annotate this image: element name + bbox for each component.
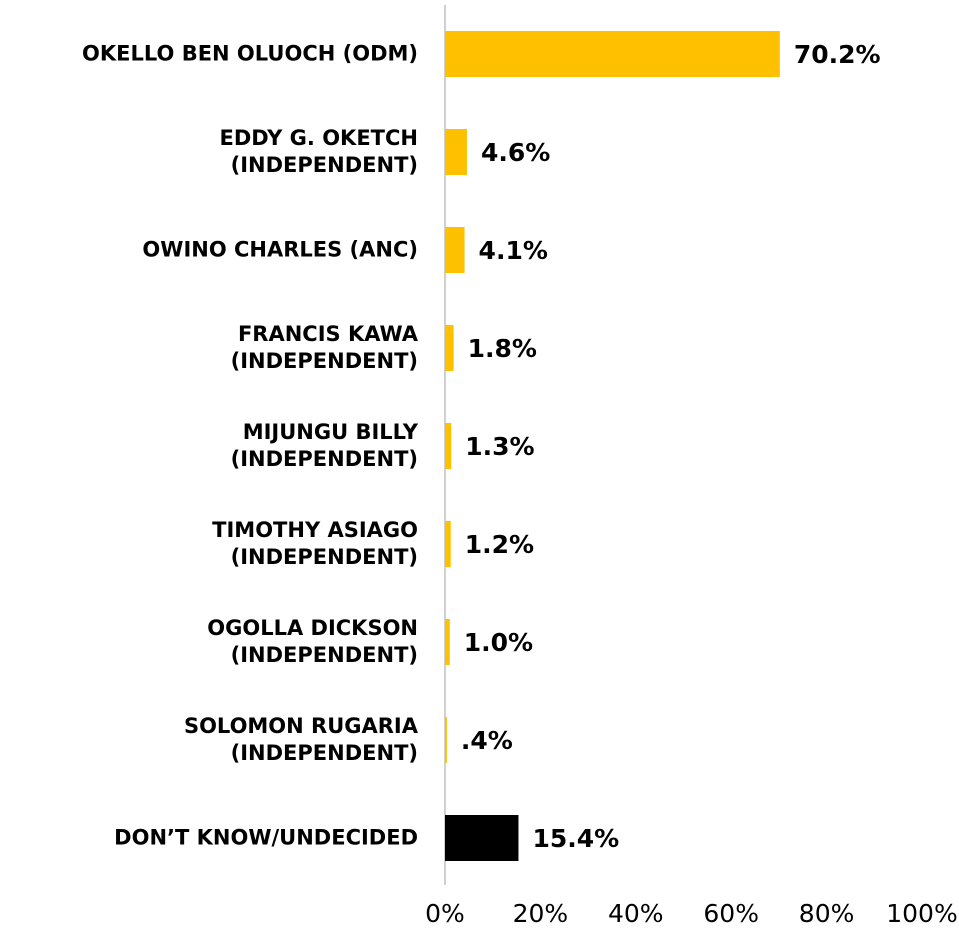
- bar: [445, 129, 467, 175]
- category-label: SOLOMON RUGARIA (INDEPENDENT): [183, 714, 418, 765]
- category-label: OWINO CHARLES (ANC): [142, 237, 418, 262]
- value-label: 1.3%: [465, 432, 534, 461]
- x-tick-label: 0%: [425, 899, 465, 928]
- value-label: 1.2%: [465, 530, 534, 559]
- category-label: MIJUNGU BILLY (INDEPENDENT): [230, 420, 418, 471]
- bar: [445, 717, 447, 763]
- x-tick-label: 60%: [703, 899, 759, 928]
- value-label: 70.2%: [794, 40, 881, 69]
- value-label: 4.6%: [481, 138, 550, 167]
- bar: [445, 31, 780, 77]
- x-tick-label: 100%: [886, 899, 957, 928]
- category-label: OKELLO BEN OLUOCH (ODM): [82, 41, 418, 66]
- value-label: 4.1%: [479, 236, 548, 265]
- x-tick-label: 20%: [513, 899, 569, 928]
- bar: [445, 521, 451, 567]
- bar: [445, 619, 450, 665]
- x-tick-label: 80%: [799, 899, 855, 928]
- value-label: 1.0%: [464, 628, 533, 657]
- category-label: EDDY G. OKETCH (INDEPENDENT): [219, 126, 418, 177]
- category-label: TIMOTHY ASIAGO (INDEPENDENT): [212, 518, 418, 569]
- value-label: 15.4%: [532, 824, 619, 853]
- category-label: FRANCIS KAWA (INDEPENDENT): [230, 322, 418, 373]
- bar: [445, 227, 465, 273]
- bar: [445, 423, 452, 469]
- bar: [445, 815, 519, 861]
- category-label: OGOLLA DICKSON (INDEPENDENT): [207, 616, 418, 667]
- value-label: 1.8%: [468, 334, 537, 363]
- category-label: DON’T KNOW/UNDECIDED: [114, 825, 418, 850]
- bar: [445, 325, 454, 371]
- x-tick-label: 40%: [608, 899, 664, 928]
- value-label: .4%: [461, 726, 513, 755]
